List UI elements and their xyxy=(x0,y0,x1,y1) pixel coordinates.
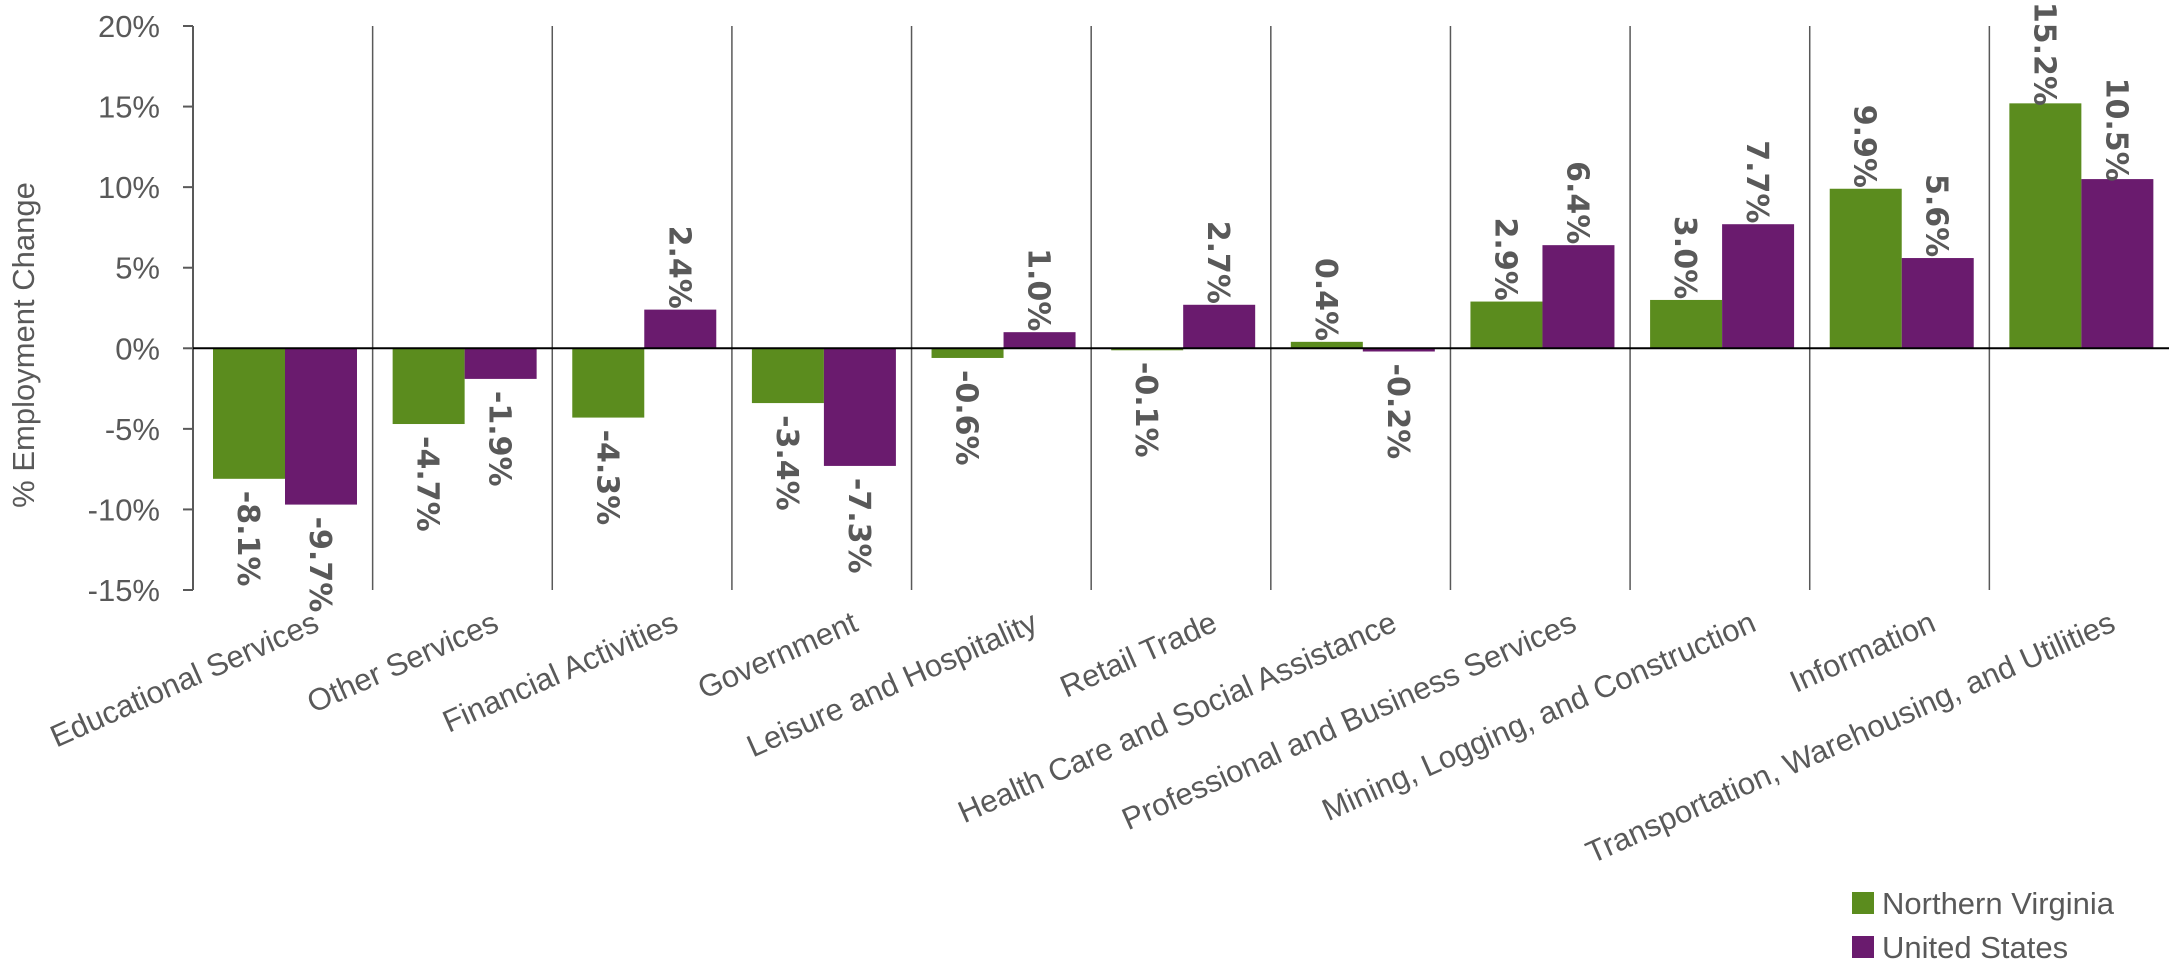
data-label: -0.6% xyxy=(949,370,984,466)
legend-label: United States xyxy=(1882,930,2068,965)
data-label: 2.9% xyxy=(1487,218,1522,301)
y-axis-title: % Employment Change xyxy=(6,182,41,508)
legend: Northern Virginia United States xyxy=(1852,886,2115,965)
legend-swatch xyxy=(1852,892,1874,914)
bar-northern-virginia xyxy=(751,348,824,404)
data-label: 6.4% xyxy=(1559,161,1594,244)
bar-northern-virginia xyxy=(1470,301,1543,349)
bar-united-states xyxy=(464,348,537,379)
y-tick-label: 0% xyxy=(115,331,160,366)
bar-united-states xyxy=(823,348,896,466)
data-label: -8.1% xyxy=(230,491,265,587)
data-label: 15.2% xyxy=(2026,2,2061,106)
data-label: -0.2% xyxy=(1380,364,1415,460)
category-separators xyxy=(371,26,1991,590)
data-label: 9.9% xyxy=(1847,105,1882,188)
category-label: Information xyxy=(1784,604,1940,699)
data-label: 7.7% xyxy=(1739,140,1774,223)
data-label: 10.5% xyxy=(2098,78,2133,182)
data-label: 2.4% xyxy=(661,226,696,309)
bar-northern-virginia xyxy=(1829,188,1902,349)
data-label: 2.7% xyxy=(1200,221,1235,304)
data-label: -1.9% xyxy=(482,391,517,487)
data-label: 5.6% xyxy=(1919,174,1954,257)
bar-united-states xyxy=(1542,245,1615,349)
bar-northern-virginia xyxy=(2009,103,2082,349)
data-label: -4.3% xyxy=(589,430,624,526)
bar-united-states xyxy=(285,348,357,505)
y-tick-label: 15% xyxy=(98,90,160,125)
bar-northern-virginia xyxy=(213,348,285,479)
bar-united-states xyxy=(2081,179,2154,349)
bar-united-states xyxy=(1901,258,1974,349)
bar-northern-virginia xyxy=(1290,341,1363,349)
legend-swatch xyxy=(1852,936,1874,958)
bar-united-states xyxy=(644,309,717,349)
bar-united-states xyxy=(1722,224,1795,349)
data-label: 1.0% xyxy=(1021,248,1056,331)
category-label: Educational Services xyxy=(45,604,324,754)
y-tick-label: 5% xyxy=(115,251,160,286)
y-axis: -15% -10% -5% 0% 5% 10% 15% 20% xyxy=(88,9,194,608)
bar-northern-virginia xyxy=(572,348,645,418)
bars xyxy=(213,103,2154,505)
data-label: 0.4% xyxy=(1308,258,1343,341)
category-label: Leisure and Hospitality xyxy=(741,604,1042,764)
data-label: -4.7% xyxy=(410,436,445,532)
bar-united-states xyxy=(1003,332,1076,349)
bar-united-states xyxy=(1183,304,1256,349)
bar-united-states xyxy=(1362,348,1435,352)
data-labels: -8.1% -4.7% -4.3% -3.4% -0.6% -0.1% 0.4% 2.9% 3.… xyxy=(230,2,2133,612)
bar-northern-virginia xyxy=(931,348,1004,358)
y-tick-label: 20% xyxy=(98,9,160,44)
y-tick-label: -10% xyxy=(88,492,160,527)
data-label: -3.4% xyxy=(769,415,804,511)
bar-northern-virginia xyxy=(1650,299,1723,349)
y-tick-label: -15% xyxy=(88,573,160,608)
data-label: -7.3% xyxy=(841,478,876,574)
data-label: -9.7% xyxy=(302,517,337,613)
y-tick-label: 10% xyxy=(98,170,160,205)
data-label: -0.1% xyxy=(1128,362,1163,458)
legend-label: Northern Virginia xyxy=(1882,886,2115,921)
y-tick-label: -5% xyxy=(105,412,160,447)
data-label: 3.0% xyxy=(1667,216,1702,299)
bar-northern-virginia xyxy=(392,348,465,425)
